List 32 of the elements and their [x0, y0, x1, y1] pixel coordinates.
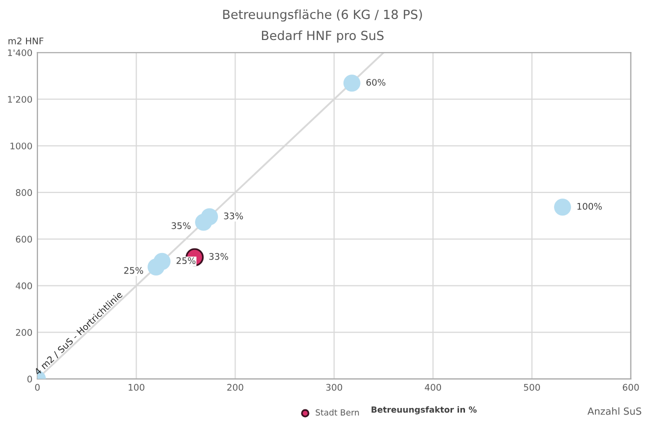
x-tick-label: 100 — [128, 384, 144, 391]
annotation: 100% — [577, 202, 602, 210]
x-tick-label: 0 — [35, 384, 40, 391]
y-axis-title: m2 HNF — [8, 38, 44, 44]
x-axis-title: Anzahl SuS — [588, 407, 642, 415]
y-tick-label: 800 — [16, 189, 32, 196]
annotation: 35% — [172, 222, 191, 230]
chart-subtitle: Bedarf HNF pro SuS — [262, 30, 384, 43]
y-tick-label: 1'200 — [8, 96, 32, 103]
y-tick-label: 400 — [16, 282, 32, 290]
y-tick-label: 1'400 — [8, 49, 32, 56]
y-tick-label: 0 — [27, 376, 32, 382]
point — [343, 74, 360, 92]
annotation: 33% — [209, 253, 228, 260]
annotation: 60% — [366, 78, 386, 86]
text: Betreuungsfaktor in % — [372, 406, 477, 414]
y-tick-label: 1000 — [10, 142, 32, 150]
legend-label: Stadt Bern — [316, 409, 359, 416]
point — [554, 198, 572, 216]
chart-title: Betreuungsfläche (6 KG / 18 PS) — [223, 9, 422, 22]
point — [200, 208, 218, 226]
annotation: 25% — [176, 257, 196, 264]
x-tick-label: 300 — [326, 384, 342, 391]
y-tick-label: 600 — [16, 236, 32, 243]
x-tick-label: 200 — [227, 384, 244, 391]
annotation: 25% — [124, 266, 144, 274]
x-tick-label: 400 — [424, 384, 442, 391]
x-tick-label: 600 — [622, 384, 639, 391]
y-tick-label: 200 — [16, 329, 32, 336]
point — [154, 252, 171, 270]
annotation: 33% — [224, 212, 243, 220]
x-tick-label: 500 — [524, 384, 540, 391]
